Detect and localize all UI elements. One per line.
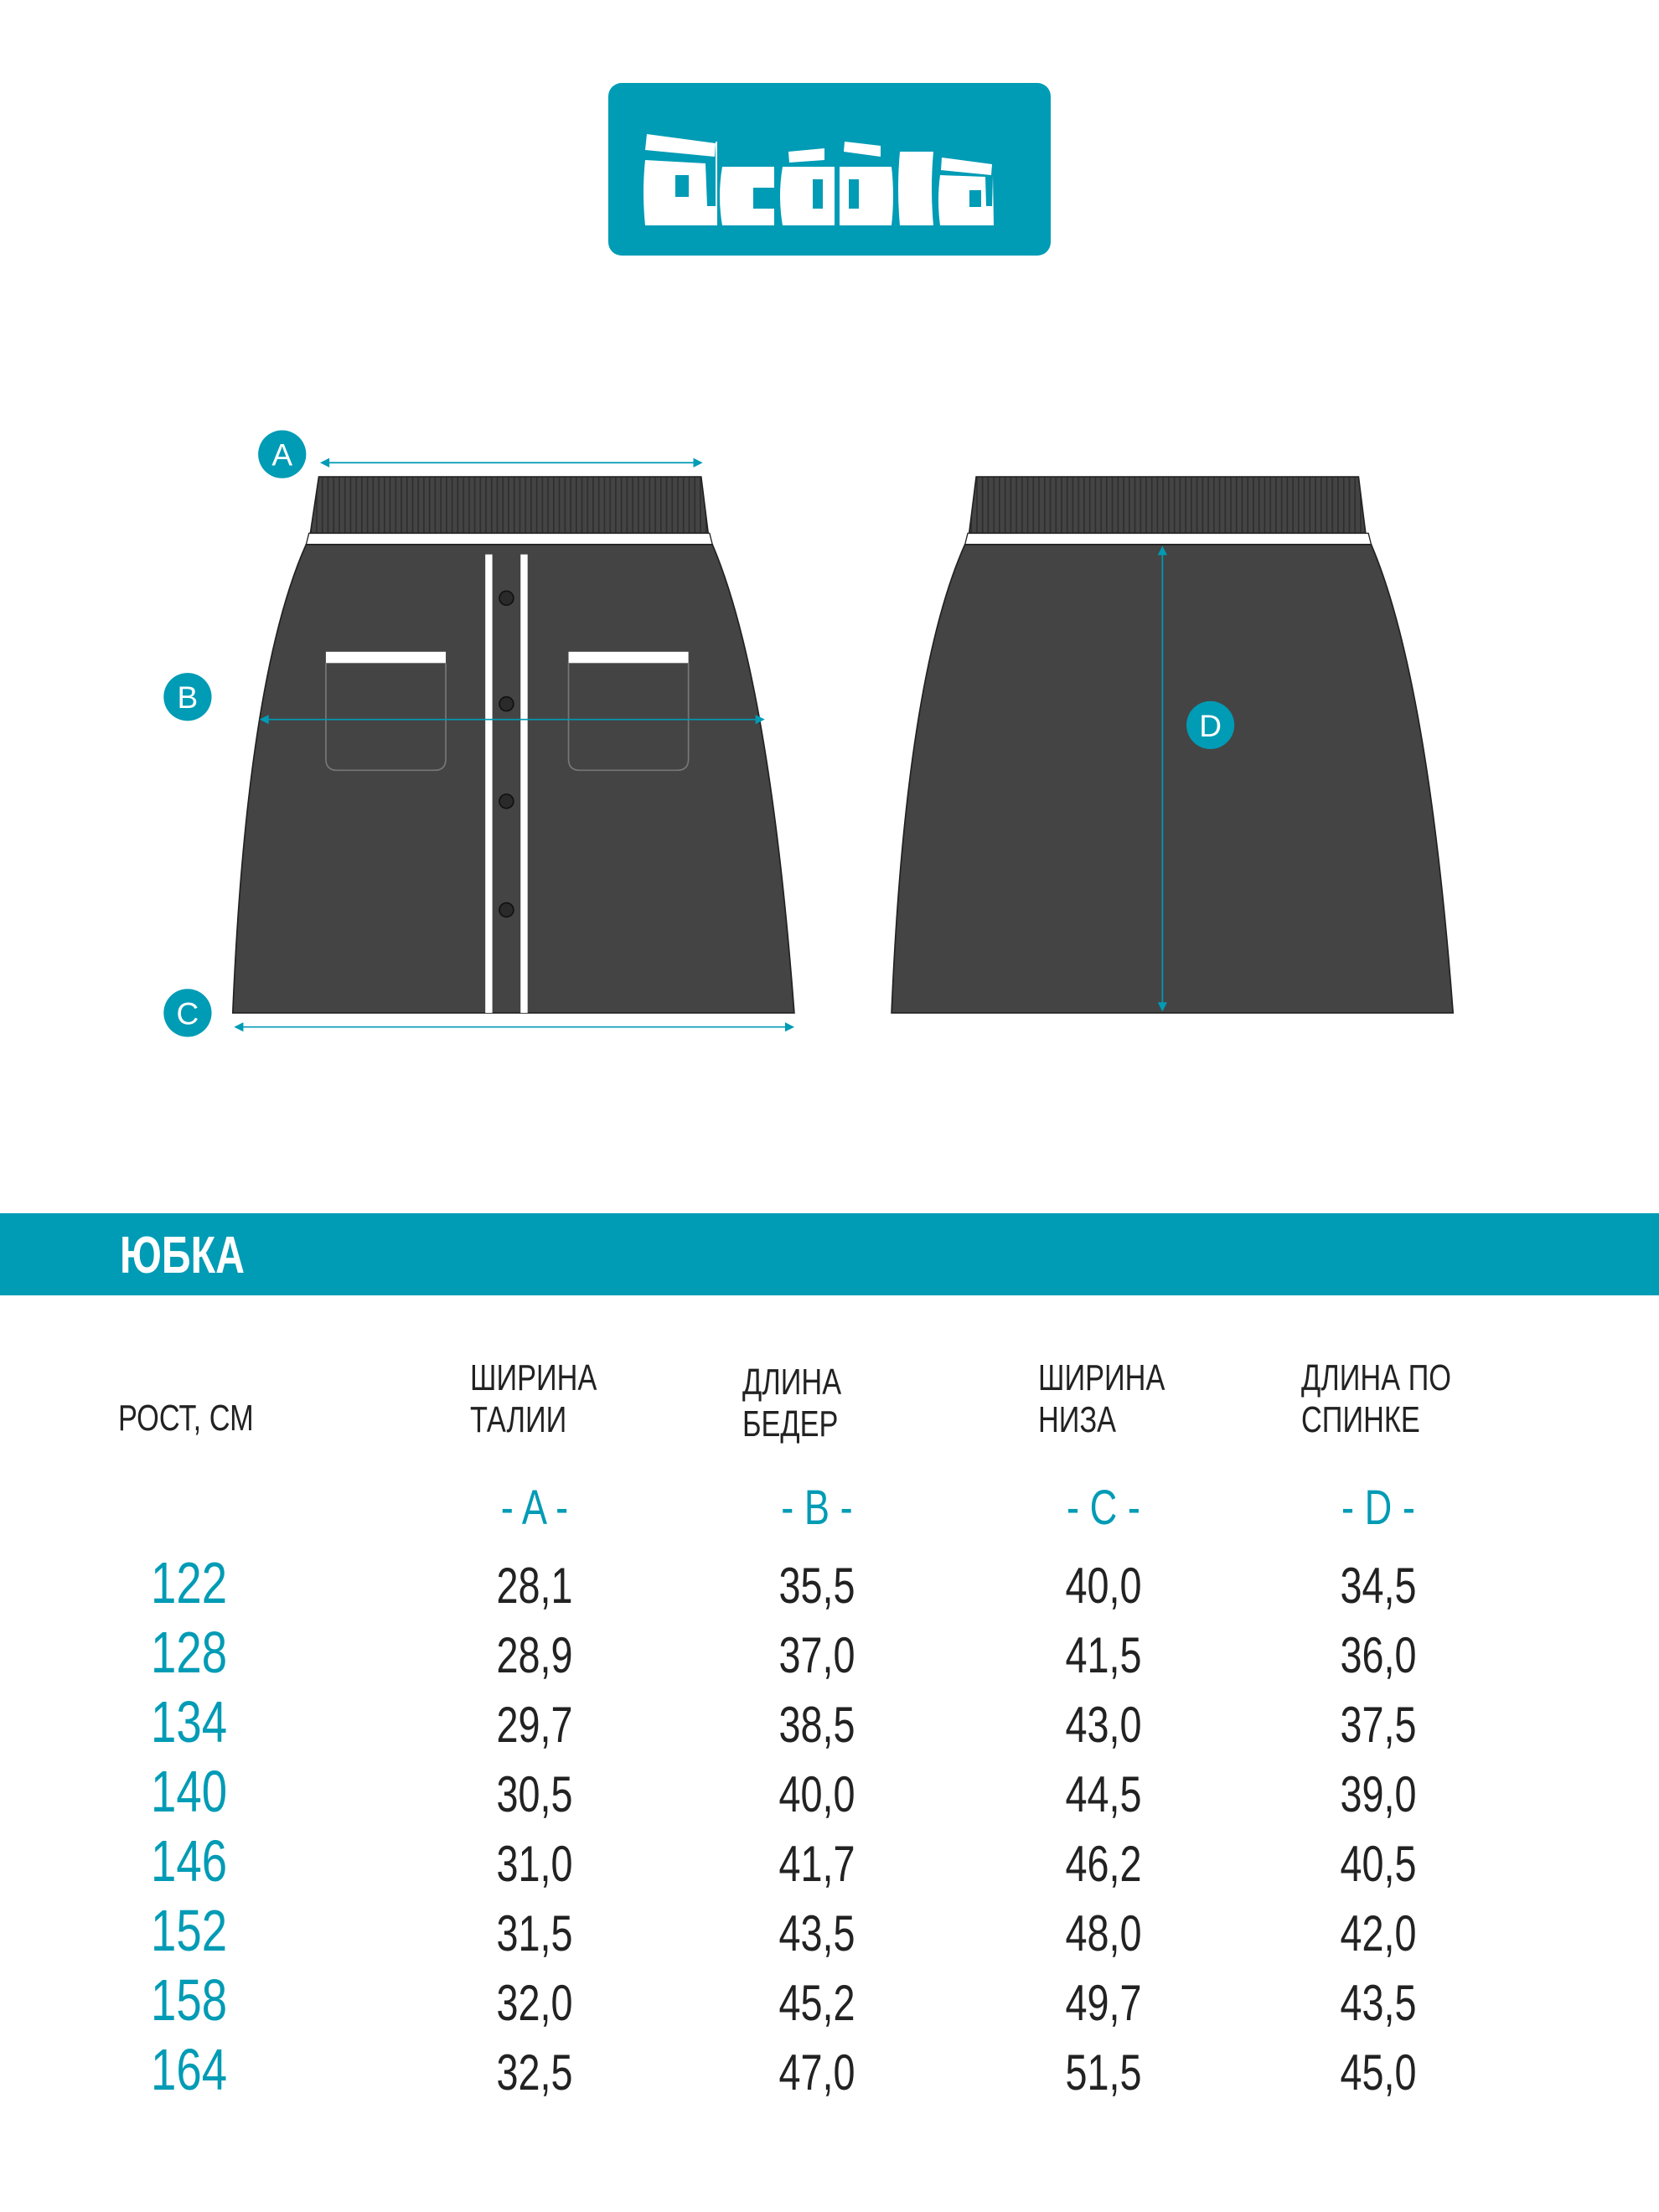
column-letter: - B -	[781, 1481, 853, 1535]
column-header-line1: ДЛИНА	[742, 1362, 842, 1403]
table-cell: 28,1	[496, 1558, 573, 1614]
row-height: 164	[151, 2037, 228, 2102]
table-cell: 39,0	[1340, 1766, 1417, 1822]
table-cell: 40,0	[1065, 1558, 1142, 1614]
table-cell: 28,9	[496, 1627, 573, 1683]
row-header: РОСТ, СМ	[118, 1398, 254, 1439]
column-header-line2: СПИНКЕ	[1301, 1399, 1420, 1440]
table-cell: 41,7	[778, 1836, 855, 1892]
column-letter: - D -	[1341, 1481, 1415, 1535]
table-cell: 30,5	[496, 1766, 573, 1822]
row-height: 158	[151, 1967, 228, 2033]
table-cell: 48,0	[1065, 1905, 1142, 1961]
skirt-back	[891, 476, 1455, 1014]
row-height: 140	[151, 1759, 228, 1824]
table-cell: 45,2	[778, 1975, 855, 2031]
table-cell: 40,0	[778, 1766, 855, 1822]
table-cell: 37,0	[778, 1627, 855, 1683]
table-cell: 43,5	[1340, 1975, 1417, 2031]
table-cell: 36,0	[1340, 1627, 1417, 1683]
svg-text:A: A	[271, 437, 292, 473]
column-header-line2: НИЗА	[1038, 1399, 1117, 1440]
acoola-logo-mark	[643, 134, 994, 225]
svg-text:B: B	[178, 680, 199, 715]
brand-logo	[608, 83, 1051, 256]
column-header-line2: ТАЛИИ	[470, 1399, 567, 1440]
column-header-line1: ДЛИНА ПО	[1301, 1357, 1452, 1398]
row-height: 152	[151, 1898, 228, 1963]
svg-text:D: D	[1199, 708, 1222, 743]
table-cell: 49,7	[1065, 1975, 1142, 2031]
table-cell: 42,0	[1340, 1905, 1417, 1961]
table-cell: 44,5	[1065, 1766, 1142, 1822]
measurement-arrows	[234, 457, 1167, 1032]
table-cell: 29,7	[496, 1697, 573, 1753]
svg-text:C: C	[177, 995, 199, 1031]
table-cell: 51,5	[1065, 2044, 1142, 2101]
label-c-badge: C	[163, 989, 212, 1037]
column-letter: - C -	[1067, 1481, 1140, 1535]
table-cell: 46,2	[1065, 1836, 1142, 1892]
table-cell: 31,0	[496, 1836, 573, 1892]
table-cell: 45,0	[1340, 2044, 1417, 2101]
row-height: 122	[151, 1550, 228, 1615]
column-header-line1: ШИРИНА	[470, 1357, 597, 1398]
table-cell: 32,0	[496, 1975, 573, 2031]
table-cell: 47,0	[778, 2044, 855, 2101]
column-letter: - A -	[500, 1481, 569, 1535]
label-b-badge: B	[163, 673, 212, 721]
table-cell: 31,5	[496, 1905, 573, 1961]
table-cell: 43,0	[1065, 1697, 1142, 1753]
column-header-line2: БЕДЕР	[742, 1403, 839, 1445]
table-cell: 38,5	[778, 1697, 855, 1753]
column-header-line1: ШИРИНА	[1038, 1357, 1165, 1398]
table-cell: 41,5	[1065, 1627, 1142, 1683]
row-height: 128	[151, 1620, 228, 1685]
table-cell: 37,5	[1340, 1697, 1417, 1753]
skirt-front	[231, 476, 795, 1014]
section-title: ЮБКА	[120, 1227, 245, 1284]
label-d-badge: D	[1186, 700, 1235, 750]
row-height: 134	[151, 1689, 228, 1755]
table-cell: 35,5	[778, 1558, 855, 1614]
section-banner	[0, 1213, 1659, 1295]
table-cell: 43,5	[778, 1905, 855, 1961]
table-cell: 32,5	[496, 2044, 573, 2101]
table-cell: 40,5	[1340, 1836, 1417, 1892]
table-cell: 34,5	[1340, 1558, 1417, 1614]
label-a-badge: A	[258, 430, 307, 478]
row-height: 146	[151, 1828, 228, 1894]
